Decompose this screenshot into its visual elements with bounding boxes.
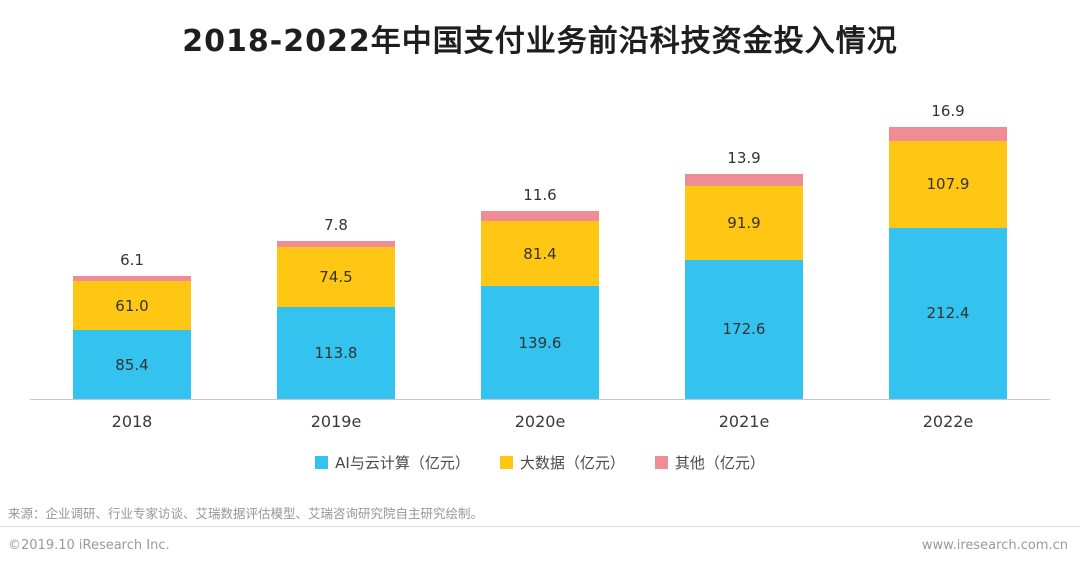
legend-swatch-icon [654,456,668,469]
bar-column-2020e: 11.6 81.4 139.6 [438,186,642,399]
x-axis-label: 2019e [310,412,362,431]
segment-value-label: 107.9 [926,175,970,194]
legend-item: 大数据（亿元） [499,452,625,473]
above-bar-value-label: 16.9 [931,102,965,121]
bar-column-2018: 6.1 61.0 85.4 [30,251,234,399]
above-bar-value-label: 11.6 [523,186,557,205]
copyright-text: ©2019.10 iResearch Inc. [8,538,170,553]
legend-swatch-icon [499,456,513,469]
x-axis-label: 2018 [111,412,153,431]
chart-legend: AI与云计算（亿元） 大数据（亿元） 其他（亿元） [0,452,1080,473]
bar-segment: 85.4 [73,330,191,399]
segment-value-label: 172.6 [722,320,766,339]
website-url: www.iresearch.com.cn [921,538,1068,553]
bar-segment [685,174,803,186]
bar-segment: 74.5 [277,247,395,308]
legend-swatch-icon [315,456,329,469]
x-axis-label: 2022e [922,412,974,431]
stacked-bar-chart: 6.1 61.0 85.4 7.8 74.5 113.8 11.6 81.4 139.6 13.9… [30,85,1050,400]
bar-segment [277,240,395,248]
legend-label: AI与云计算（亿元） [335,454,470,472]
bar-segment: 172.6 [685,259,803,399]
stacked-bar: 61.0 85.4 [73,276,191,399]
segment-value-label: 81.4 [523,244,557,263]
segment-value-label: 91.9 [727,213,761,232]
above-bar-value-label: 13.9 [727,149,761,168]
segment-value-label: 113.8 [314,344,358,363]
chart-title: 2018-2022年中国支付业务前沿科技资金投入情况 [182,24,898,59]
footer-bar: ©2019.10 iResearch Inc. www.iresearch.co… [0,526,1080,564]
segment-value-label: 61.0 [115,296,149,315]
stacked-bar: 107.9 212.4 [889,127,1007,399]
bar-segment: 91.9 [685,185,803,260]
x-axis: 2018 2019e 2020e 2021e 2022e [30,402,1050,431]
stacked-bar: 74.5 113.8 [277,240,395,399]
bar-segment: 113.8 [277,307,395,399]
x-axis-label: 2021e [718,412,770,431]
segment-value-label: 74.5 [319,268,353,287]
bar-column-2021e: 13.9 91.9 172.6 [642,149,846,399]
bar-segment [481,211,599,221]
above-bar-value-label: 6.1 [120,251,144,270]
bar-segment: 139.6 [481,286,599,399]
bar-segment: 107.9 [889,140,1007,228]
segment-value-label: 85.4 [115,355,149,374]
bar-segment: 61.0 [73,280,191,331]
bar-segment: 212.4 [889,227,1007,399]
segment-value-label: 139.6 [518,333,562,352]
bar-column-2022e: 16.9 107.9 212.4 [846,102,1050,399]
stacked-bar: 91.9 172.6 [685,174,803,399]
plot-area: 6.1 61.0 85.4 7.8 74.5 113.8 11.6 81.4 139.6 13.9… [30,85,1050,400]
bar-segment [73,276,191,281]
bar-segment [889,127,1007,141]
source-note: 来源：企业调研、行业专家访谈、艾瑞数据评估模型、艾瑞咨询研究院自主研究绘制。 [8,506,484,521]
x-axis-label: 2020e [514,412,566,431]
legend-label: 大数据（亿元） [519,454,625,472]
legend-label: 其他（亿元） [674,454,765,472]
bar-segment: 81.4 [481,220,599,287]
stacked-bar: 81.4 139.6 [481,211,599,399]
legend-item: AI与云计算（亿元） [315,452,470,473]
segment-value-label: 212.4 [926,304,970,323]
legend-item: 其他（亿元） [654,452,765,473]
above-bar-value-label: 7.8 [324,215,348,234]
bar-column-2019e: 7.8 74.5 113.8 [234,216,438,399]
